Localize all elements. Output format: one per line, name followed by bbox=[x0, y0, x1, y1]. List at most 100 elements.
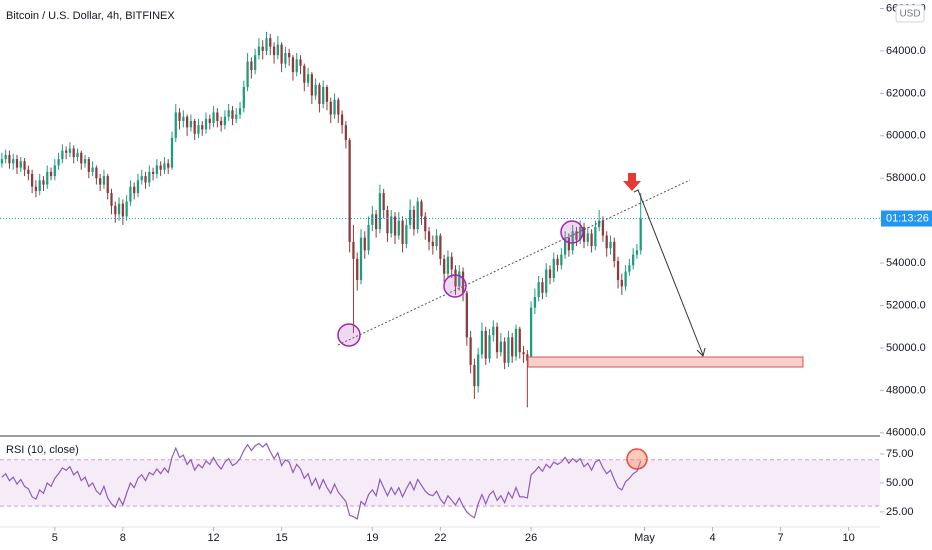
candle-body bbox=[91, 167, 94, 172]
candle-body bbox=[390, 216, 393, 234]
touch-circle bbox=[443, 274, 467, 298]
x-tick-label: 12 bbox=[207, 532, 219, 544]
candle-body bbox=[144, 176, 147, 183]
candle-body bbox=[632, 254, 635, 266]
candle-body bbox=[310, 74, 313, 96]
y-tick-label: 50000.0 bbox=[886, 342, 926, 354]
candle-body bbox=[170, 137, 174, 168]
candle-body bbox=[378, 193, 382, 230]
candle-body bbox=[57, 159, 60, 166]
candle-body bbox=[541, 282, 544, 293]
candle-body bbox=[337, 99, 340, 115]
candle-body bbox=[110, 193, 113, 206]
candle-body bbox=[560, 254, 563, 266]
candle-body bbox=[526, 354, 529, 361]
candle-body bbox=[250, 61, 253, 71]
candle-body bbox=[624, 271, 627, 287]
candle-body bbox=[223, 116, 227, 126]
candle-body bbox=[594, 227, 597, 247]
candle-body bbox=[484, 330, 487, 359]
candle-body bbox=[23, 161, 26, 170]
candle-body bbox=[613, 241, 616, 261]
candle-body bbox=[193, 120, 196, 134]
x-tick-label: 4 bbox=[709, 532, 715, 544]
x-tick-label: 5 bbox=[52, 532, 58, 544]
y-tick-label: 52000.0 bbox=[886, 299, 926, 311]
currency-badge[interactable] bbox=[895, 4, 925, 23]
candle-body bbox=[0, 159, 4, 164]
candle-body bbox=[322, 86, 325, 104]
candle-body bbox=[76, 152, 79, 158]
candle-body bbox=[140, 176, 143, 181]
drawings bbox=[337, 173, 804, 470]
countdown-label: 01:13:26 bbox=[886, 212, 929, 224]
candle-body bbox=[620, 280, 623, 287]
projection-arrow bbox=[633, 189, 704, 356]
candle-body bbox=[220, 120, 223, 126]
candle-body bbox=[579, 227, 582, 240]
candle-body bbox=[208, 118, 211, 124]
candle-body bbox=[450, 256, 453, 270]
candle-body bbox=[238, 108, 242, 115]
candle-body bbox=[261, 46, 264, 51]
candle-body bbox=[393, 216, 397, 236]
candle-body bbox=[12, 159, 15, 164]
candle-body bbox=[431, 241, 434, 247]
candle-body bbox=[27, 169, 30, 174]
rsi-title: RSI (10, close) bbox=[6, 444, 79, 456]
candle-body bbox=[269, 38, 272, 47]
y-tick-label: 75.00 bbox=[886, 448, 914, 460]
touch-circle bbox=[337, 323, 361, 347]
candle-body bbox=[340, 114, 344, 126]
candle-body bbox=[68, 148, 72, 153]
candle-body bbox=[537, 282, 540, 298]
candle-body bbox=[83, 159, 87, 164]
candle-body bbox=[136, 180, 140, 194]
candle-body bbox=[461, 271, 465, 293]
candle-body bbox=[265, 38, 268, 51]
candle-body bbox=[409, 210, 412, 225]
candle-body bbox=[439, 235, 442, 259]
candle-body bbox=[582, 227, 586, 242]
candle-body bbox=[80, 152, 83, 164]
candle-body bbox=[367, 224, 370, 251]
candle-body bbox=[159, 165, 162, 170]
candle-body bbox=[163, 163, 166, 170]
candle-body bbox=[197, 125, 200, 134]
touch-circle bbox=[560, 220, 584, 244]
candle-body bbox=[299, 59, 302, 66]
candle-body bbox=[246, 61, 249, 87]
candle-body bbox=[15, 159, 19, 168]
candle-body bbox=[446, 256, 450, 274]
candle-body bbox=[495, 326, 499, 353]
candle-body bbox=[19, 161, 22, 168]
chart-title: Bitcoin / U.S. Dollar, 4h, BITFINEX bbox=[6, 10, 175, 22]
candle-body bbox=[529, 307, 533, 361]
candle-body bbox=[155, 165, 159, 174]
candle-body bbox=[231, 110, 234, 119]
candle-body bbox=[371, 214, 374, 225]
currency-label[interactable]: USD bbox=[899, 9, 920, 20]
candle-body bbox=[185, 116, 189, 128]
candle-body bbox=[125, 201, 128, 217]
candle-body bbox=[548, 269, 552, 278]
candle-body bbox=[473, 364, 476, 387]
candle-body bbox=[465, 292, 468, 338]
candle-body bbox=[178, 112, 181, 121]
rsi-line bbox=[1, 442, 642, 520]
candle-body bbox=[518, 328, 521, 353]
candle-body bbox=[563, 237, 567, 255]
x-tick-label: 10 bbox=[843, 532, 855, 544]
candle-body bbox=[552, 258, 555, 278]
candle-body bbox=[424, 216, 427, 232]
candle-body bbox=[106, 176, 109, 194]
arrow-head bbox=[696, 347, 706, 357]
candle-body bbox=[34, 186, 38, 191]
candle-body bbox=[254, 55, 257, 71]
candle-body bbox=[117, 203, 121, 215]
candle-body bbox=[477, 354, 480, 387]
candle-body bbox=[95, 167, 98, 179]
candle-body bbox=[503, 341, 506, 363]
candle-body bbox=[114, 205, 117, 215]
